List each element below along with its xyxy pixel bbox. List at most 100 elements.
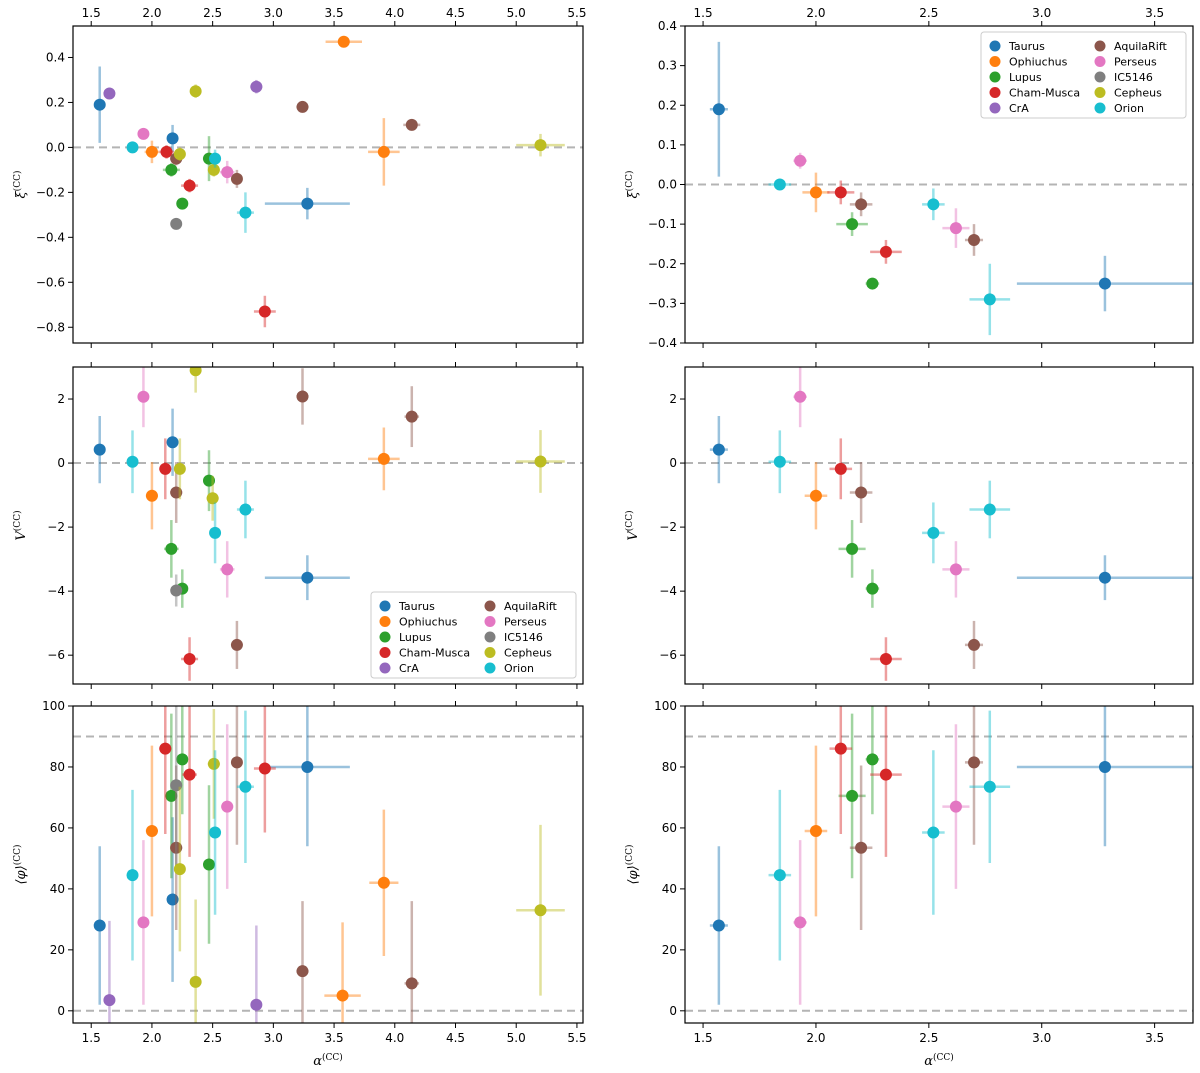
data-point-ophiuchus <box>804 462 828 530</box>
marker <box>145 824 158 837</box>
marker <box>258 305 271 318</box>
marker <box>165 542 178 555</box>
data-point-aquilarift <box>849 462 873 523</box>
data-point-cepheus <box>516 133 565 157</box>
data-point-ic5146 <box>170 217 183 230</box>
marker <box>189 85 202 98</box>
marker <box>230 172 243 185</box>
x-tick-label: 2.0 <box>806 1031 825 1045</box>
marker <box>834 462 847 475</box>
data-point-aquilarift <box>964 620 984 669</box>
y-tick-label: 0.3 <box>658 59 677 73</box>
marker <box>170 584 183 597</box>
legend-marker <box>484 647 496 658</box>
data-point-aquilarift <box>964 224 984 256</box>
marker <box>176 197 189 210</box>
marker <box>206 492 219 505</box>
data-point-taurus <box>264 555 350 601</box>
data-point-cham-musca <box>182 706 197 857</box>
legend-item-lupus: Lupus <box>379 631 432 644</box>
marker <box>137 916 150 929</box>
marker <box>377 876 390 889</box>
marker <box>1098 277 1111 290</box>
data-point-orion <box>209 502 222 564</box>
legend-marker <box>379 600 391 612</box>
marker <box>834 742 847 755</box>
legend-label: Cepheus <box>1114 87 1162 100</box>
marker <box>773 178 786 191</box>
data-point-lupus <box>164 520 179 578</box>
marker <box>189 975 202 988</box>
y-tick-label: 60 <box>50 821 65 835</box>
marker <box>773 455 786 468</box>
legend-item-lupus: Lupus <box>989 71 1042 84</box>
y-tick-label: 0 <box>669 1004 677 1018</box>
x-tick-label: 2.5 <box>919 6 938 20</box>
marker <box>170 841 183 854</box>
y-tick-label: 0.4 <box>658 19 677 33</box>
data-point-aquilarift <box>404 386 420 448</box>
marker <box>879 653 892 666</box>
data-point-aquilarift <box>296 901 309 1023</box>
legend-marker <box>1094 102 1106 114</box>
y-axis-label-main: V <box>14 530 29 541</box>
legend: Taurus AquilaRift Ophiuchus Perseus Lupus IC5… <box>980 31 1187 119</box>
marker <box>126 869 139 882</box>
legend-item-cepheus: Cepheus <box>484 647 552 660</box>
y-tick-label: −2 <box>47 520 65 534</box>
data-point-cham-musca <box>159 438 172 500</box>
y-axis-label: V(CC) <box>624 510 641 540</box>
legend-item-perseus: Perseus <box>1094 56 1157 69</box>
legend-label: Lupus <box>399 631 432 644</box>
marker <box>377 145 390 158</box>
y-tick-label: 20 <box>662 943 677 957</box>
data-point-cepheus <box>516 824 565 996</box>
data-points <box>709 706 1193 1005</box>
marker <box>405 410 418 423</box>
x-axis-label-main: α <box>924 1054 933 1069</box>
data-point-orion <box>126 789 139 961</box>
y-tick-label: 0.2 <box>46 95 65 109</box>
marker <box>712 443 725 456</box>
x-tick-label: 2.5 <box>919 1031 938 1045</box>
marker <box>301 571 314 584</box>
data-point-ophiuchus <box>144 140 160 164</box>
legend-item-orion: Orion <box>484 662 534 675</box>
data-points <box>93 706 565 1023</box>
legend-label: AquilaRift <box>504 600 558 613</box>
marker <box>405 977 418 990</box>
y-tick-label: 80 <box>662 760 677 774</box>
marker <box>377 452 390 465</box>
data-points <box>93 367 565 681</box>
data-point-cepheus <box>189 84 202 98</box>
data-point-aquilarift <box>849 765 873 931</box>
data-point-lupus <box>162 163 180 177</box>
y-axis-label-main: V <box>626 530 641 541</box>
x-tick-label: 1.5 <box>82 1031 101 1045</box>
y-tick-label: 2 <box>669 392 677 406</box>
marker <box>165 163 178 176</box>
data-point-taurus <box>93 846 106 1005</box>
legend-item-cra: CrA <box>989 102 1029 115</box>
marker <box>846 542 859 555</box>
y-tick-label: −0.4 <box>36 230 65 244</box>
data-point-lupus <box>865 277 880 290</box>
y-tick-label: −4 <box>659 584 677 598</box>
data-point-aquilarift <box>170 765 183 931</box>
marker <box>712 103 725 116</box>
marker <box>846 789 859 802</box>
x-axis-label: α(CC) <box>313 1052 343 1069</box>
data-point-cra <box>250 925 263 1023</box>
marker <box>221 563 234 576</box>
legend-item-ic5146: IC5146 <box>484 631 543 644</box>
legend-item-cepheus: Cepheus <box>1094 87 1162 100</box>
data-point-cepheus <box>207 163 220 177</box>
marker <box>949 563 962 576</box>
legend-marker <box>989 102 1001 114</box>
marker <box>855 841 868 854</box>
data-point-taurus <box>264 187 350 220</box>
marker <box>166 436 179 449</box>
marker <box>983 503 996 516</box>
data-point-cham-musca <box>181 178 199 193</box>
chart-v-subset: 2 0 −2 −4 −6 V(CC) <box>624 362 1194 689</box>
